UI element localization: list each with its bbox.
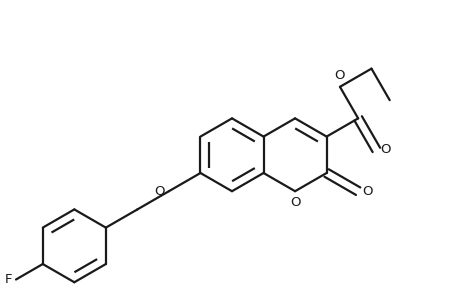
Text: O: O: [380, 143, 390, 156]
Text: F: F: [5, 273, 12, 286]
Text: O: O: [289, 196, 300, 209]
Text: O: O: [154, 185, 165, 198]
Text: O: O: [361, 185, 372, 198]
Text: O: O: [334, 69, 344, 82]
